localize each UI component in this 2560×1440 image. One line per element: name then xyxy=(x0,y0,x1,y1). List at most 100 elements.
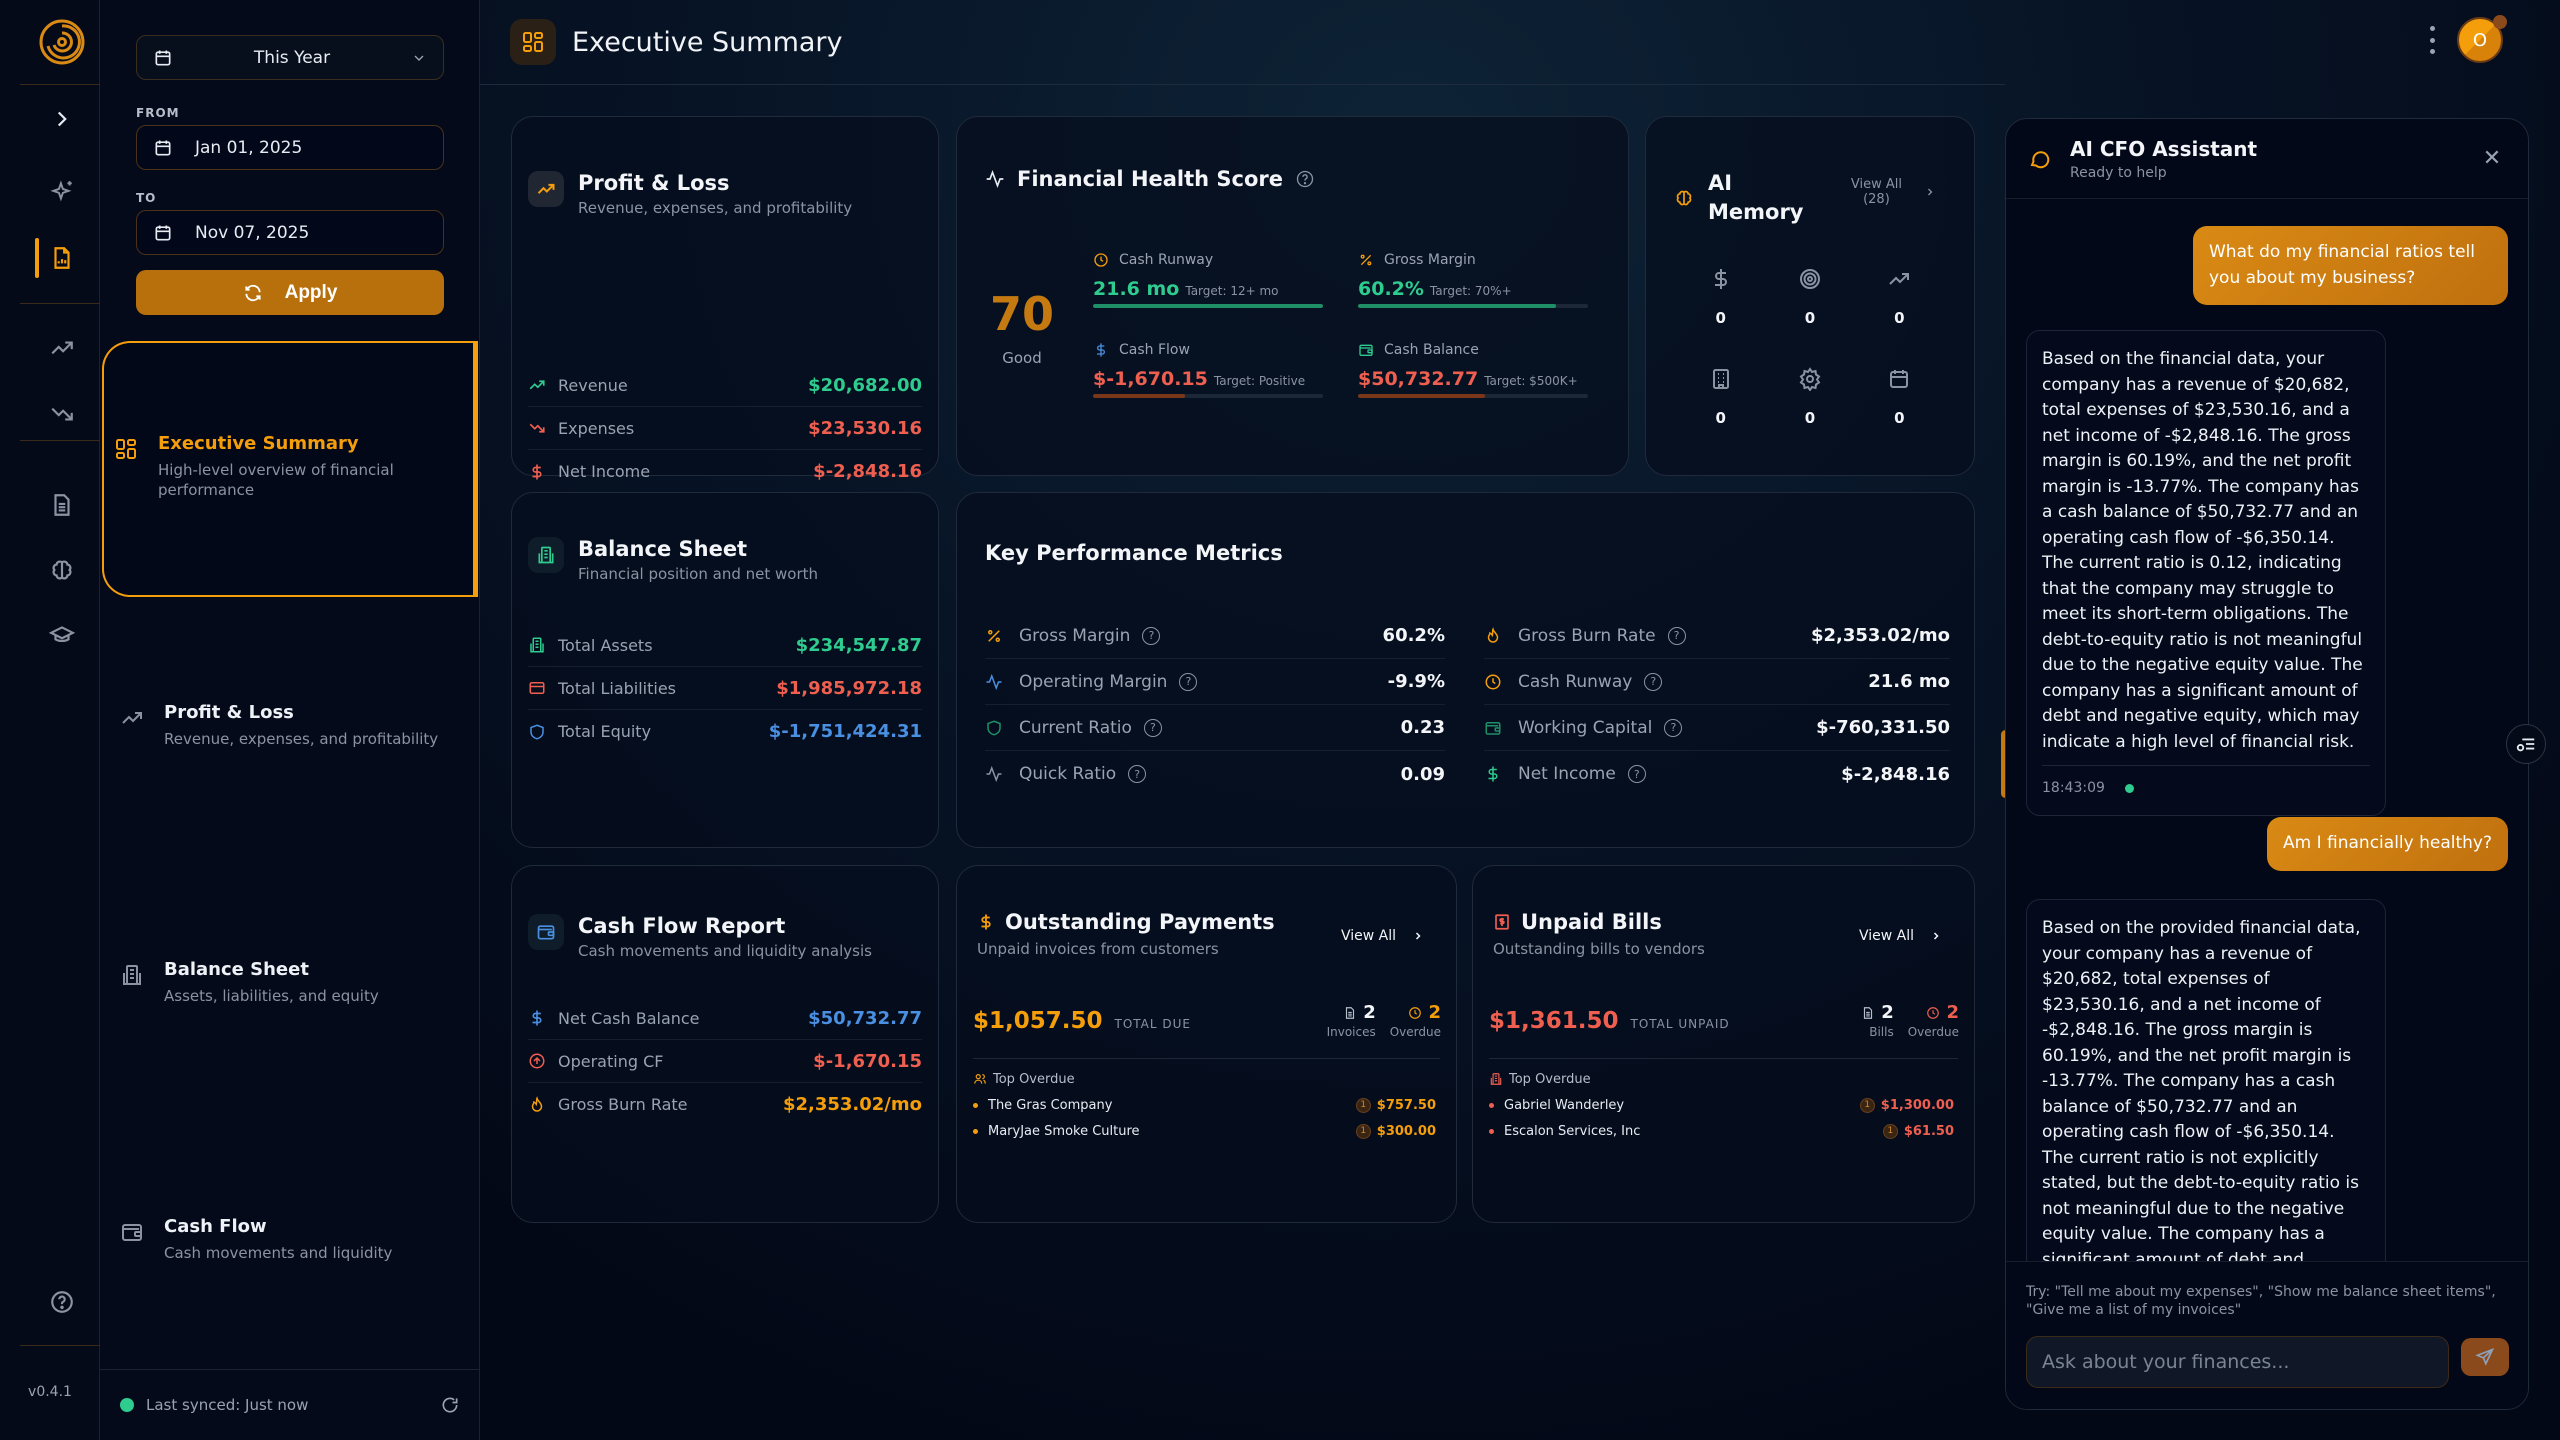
education-icon[interactable] xyxy=(45,618,79,652)
list-item[interactable]: MaryJae Smoke Culture 1 $300.00 xyxy=(973,1118,1436,1144)
shield-icon xyxy=(528,723,558,741)
help-icon[interactable] xyxy=(1295,169,1315,189)
dollar-icon xyxy=(1714,269,1727,289)
divider xyxy=(973,1058,1440,1059)
bill-count: 2 xyxy=(1881,1002,1894,1023)
amount: $300.00 xyxy=(1376,1123,1436,1139)
chat-bubble-icon xyxy=(2030,150,2050,168)
metric-label: Cash Flow xyxy=(1119,342,1190,358)
chat-message-user: What do my financial ratios tell you abo… xyxy=(2193,226,2508,305)
divider xyxy=(1489,1058,1958,1059)
payments-view-all-link[interactable]: View All xyxy=(1341,928,1424,944)
memory-cell-financial[interactable]: 0 xyxy=(1676,267,1765,327)
from-date-input[interactable]: Jan 01, 2025 xyxy=(136,125,444,170)
chat-input[interactable] xyxy=(2026,1336,2449,1388)
dollar-icon xyxy=(1097,343,1105,357)
refresh-sync-icon[interactable] xyxy=(440,1395,460,1415)
health-score-rating: Good xyxy=(1002,349,1042,367)
user-avatar[interactable]: O xyxy=(2457,15,2507,63)
brain-icon[interactable] xyxy=(45,553,79,587)
help-icon[interactable]: ? xyxy=(1142,626,1161,645)
help-icon[interactable]: ? xyxy=(1667,626,1686,645)
outstanding-payments-card: Outstanding Payments Unpaid invoices fro… xyxy=(956,865,1457,1223)
icon-rail: v0.4.1 xyxy=(0,0,100,1440)
ai-sparkle-icon[interactable] xyxy=(45,175,79,209)
memory-cell-trends[interactable]: 0 xyxy=(1855,267,1944,327)
trending-up-icon[interactable] xyxy=(45,331,79,365)
chat-status: Ready to help xyxy=(2070,164,2167,181)
payments-stats: 2 Invoices 2 Overdue xyxy=(1327,1002,1441,1039)
credit-card-icon xyxy=(528,679,558,697)
kpi-label: Operating Margin xyxy=(1019,671,1168,692)
payments-total: $1,057.50 TOTAL DUE xyxy=(973,1008,1191,1034)
list-item[interactable]: Escalon Services, Inc 1 $61.50 xyxy=(1489,1118,1954,1144)
amount: $757.50 xyxy=(1376,1097,1436,1113)
building-icon xyxy=(528,537,564,573)
more-options-icon[interactable] xyxy=(2424,26,2440,54)
nav-cash-flow[interactable]: Cash Flow Cash movements and liquidity xyxy=(100,1216,480,1263)
to-date-input[interactable]: Nov 07, 2025 xyxy=(136,210,444,255)
kpi-value: $-2,848.16 xyxy=(1841,763,1950,785)
trending-up-icon xyxy=(1889,273,1910,285)
total-caption: TOTAL DUE xyxy=(1114,1017,1191,1031)
memory-cell-business[interactable]: 0 xyxy=(1676,367,1765,427)
memory-title-2: Memory xyxy=(1708,200,1804,225)
nav-desc: Assets, liabilities, and equity xyxy=(164,987,379,1005)
memory-count-value: 0 xyxy=(1894,409,1905,427)
date-range-select[interactable]: This Year xyxy=(136,35,444,80)
memory-cell-preferences[interactable]: 0 xyxy=(1765,367,1854,427)
kpi-label: Net Income xyxy=(1518,764,1616,784)
progress-bar xyxy=(1093,394,1323,398)
clock-icon xyxy=(1484,673,1518,691)
dollar-icon xyxy=(528,1009,558,1027)
document-icon[interactable] xyxy=(45,488,79,522)
building-icon xyxy=(1712,369,1729,389)
help-icon[interactable]: ? xyxy=(1128,765,1147,783)
help-icon[interactable]: ? xyxy=(1644,672,1663,691)
list-item[interactable]: The Gras Company 1 $757.50 xyxy=(973,1092,1436,1118)
card-header: Cash Flow Report Cash movements and liqui… xyxy=(528,914,872,960)
trending-down-icon[interactable] xyxy=(45,397,79,431)
nav-profit-loss[interactable]: Profit & Loss Revenue, expenses, and pro… xyxy=(100,702,480,749)
memory-cell-goals[interactable]: 0 xyxy=(1765,267,1854,327)
nav-executive-summary[interactable]: Executive Summary High-level overview of… xyxy=(102,341,478,597)
vendor-name: Escalon Services, Inc xyxy=(1504,1123,1641,1139)
help-icon[interactable]: ? xyxy=(1179,672,1198,691)
memory-title-1: AI xyxy=(1708,171,1733,195)
nav-balance-sheet[interactable]: Balance Sheet Assets, liabilities, and e… xyxy=(100,959,480,1006)
bs-rows: Total Assets $234,547.87 Total Liabilitie… xyxy=(528,624,922,753)
list-item[interactable]: Gabriel Wanderley 1 $1,300.00 xyxy=(1489,1092,1954,1118)
help-icon[interactable]: ? xyxy=(1143,718,1162,737)
send-button[interactable] xyxy=(2461,1338,2509,1376)
reports-icon[interactable] xyxy=(45,241,79,275)
activity-icon xyxy=(985,673,1019,691)
row-value: $20,682.00 xyxy=(808,374,922,396)
memory-grid: 0 0 0 0 0 0 xyxy=(1676,267,1944,427)
row-value: $234,547.87 xyxy=(795,634,922,656)
from-label: FROM xyxy=(136,106,180,120)
help-icon[interactable]: ? xyxy=(1627,765,1646,783)
help-icon[interactable] xyxy=(45,1285,79,1319)
chat-history-icon[interactable] xyxy=(2506,724,2546,764)
apply-button[interactable]: Apply xyxy=(136,270,444,315)
bills-view-all-link[interactable]: View All xyxy=(1859,928,1942,944)
receipt-icon xyxy=(1495,914,1509,930)
card-title: Outstanding Payments xyxy=(1005,910,1275,934)
vendor-name: Gabriel Wanderley xyxy=(1504,1097,1625,1113)
kpi-value: $2,353.02/mo xyxy=(1810,625,1950,646)
expand-sidebar-icon[interactable] xyxy=(45,102,79,136)
app-logo-icon[interactable] xyxy=(38,18,86,66)
dollar-icon xyxy=(981,914,991,930)
kpi-row: Cash Runway? 21.6 mo xyxy=(1484,659,1950,705)
list-title: Top Overdue xyxy=(993,1071,1075,1087)
kpi-value: 0.23 xyxy=(1400,717,1445,738)
apply-label: Apply xyxy=(284,281,338,303)
close-icon[interactable]: ✕ xyxy=(2482,146,2502,171)
card-title: AI Memory xyxy=(1674,169,1804,228)
memory-cell-events[interactable]: 0 xyxy=(1855,367,1944,427)
health-score-value: 70 xyxy=(989,287,1054,341)
dollar-icon xyxy=(1484,765,1518,783)
help-icon[interactable]: ? xyxy=(1664,718,1683,737)
row-value: $-1,670.15 xyxy=(813,1050,922,1072)
memory-view-all-link[interactable]: View All (28) xyxy=(1851,177,1936,207)
